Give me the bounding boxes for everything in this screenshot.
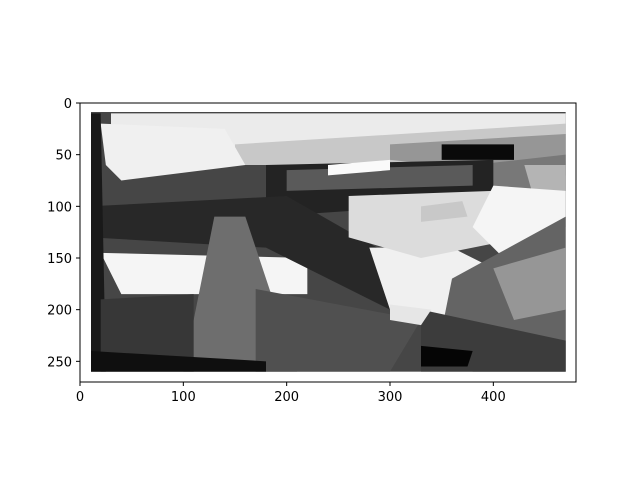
depth-region-7 <box>100 123 246 181</box>
depth-region-25 <box>421 345 473 367</box>
axes-frame <box>79 102 577 383</box>
depth-region-23 <box>421 201 468 222</box>
depth-region-9 <box>91 196 432 310</box>
depth-region-24 <box>441 144 514 160</box>
depth-region-22 <box>390 304 432 326</box>
x-tick-label: 0 <box>76 390 84 405</box>
x-axis-ticks: 0 100 200 300 400 <box>76 382 506 405</box>
depth-region-18 <box>255 289 421 372</box>
x-tick-label: 200 <box>274 390 299 405</box>
depth-map-image <box>91 112 566 372</box>
x-tick-label: 300 <box>378 390 403 405</box>
y-tick-label: 150 <box>47 252 72 267</box>
depth-region-20 <box>91 351 266 372</box>
y-tick-label: 50 <box>55 149 72 164</box>
y-tick-label: 0 <box>64 97 72 112</box>
x-tick-label: 100 <box>171 390 196 405</box>
y-tick-label: 100 <box>47 200 72 215</box>
depth-region-15 <box>493 247 566 320</box>
y-tick-label: 200 <box>47 304 72 319</box>
depth-region-19 <box>100 294 194 372</box>
depth-region-21 <box>328 159 390 176</box>
depth-region-12 <box>348 190 525 258</box>
x-tick-label: 400 <box>481 390 506 405</box>
y-tick-label: 250 <box>47 355 72 370</box>
y-axis-ticks: 0 50 100 150 200 250 <box>47 97 80 370</box>
